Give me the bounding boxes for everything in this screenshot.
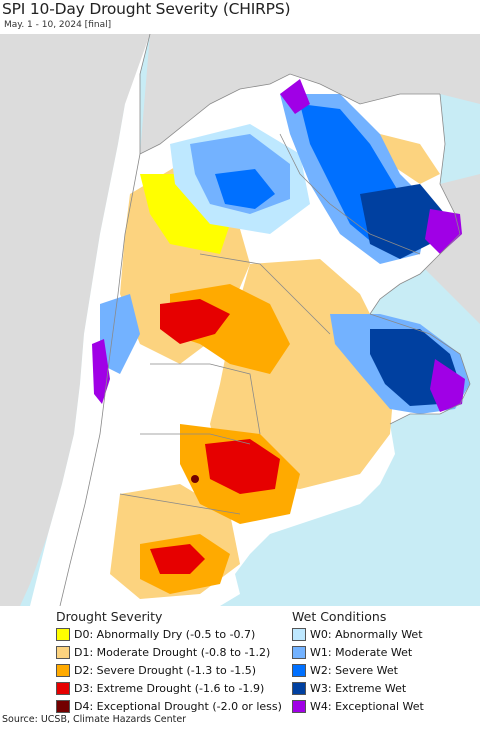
map-subtitle: May. 1 - 10, 2024 [final] (4, 20, 112, 30)
legend-d4: D4: Exceptional Drought (-2.0 or less) (56, 698, 282, 714)
legend-label: W2: Severe Wet (310, 663, 398, 677)
legend-w4: W4: Exceptional Wet (292, 698, 424, 714)
legend-swatch (292, 681, 306, 695)
legend-label: D0: Abnormally Dry (-0.5 to -0.7) (74, 627, 256, 641)
w4-bolivia (280, 79, 310, 114)
legend-label: W0: Abnormally Wet (310, 627, 423, 641)
d3-patagonia (150, 544, 205, 574)
legend-label: D1: Moderate Drought (-0.8 to -1.2) (74, 645, 271, 659)
legend-w1: W1: Moderate Wet (292, 644, 412, 660)
wet-legend-heading: Wet Conditions (292, 609, 387, 624)
d1-north-paraguay (380, 134, 440, 184)
legend-swatch (292, 663, 306, 677)
legend-w3: W3: Extreme Wet (292, 680, 406, 696)
legend-swatch (56, 645, 70, 659)
d3-south (205, 439, 280, 494)
legend-swatch (56, 681, 70, 695)
legend-swatch (56, 663, 70, 677)
w4-paraguay-east (425, 209, 462, 254)
d0-north (140, 174, 230, 254)
country-borders (59, 34, 471, 606)
source-credit: Source: UCSB, Climate Hazards Center (2, 714, 187, 725)
legend-d2: D2: Severe Drought (-1.3 to -1.5) (56, 662, 256, 678)
legend-label: D2: Severe Drought (-1.3 to -1.5) (74, 663, 257, 677)
legend-d1: D1: Moderate Drought (-0.8 to -1.2) (56, 644, 270, 660)
legend-d0: D0: Abnormally Dry (-0.5 to -0.7) (56, 626, 255, 642)
legend-swatch (292, 627, 306, 641)
legend-swatch (292, 645, 306, 659)
legend-w0: W0: Abnormally Wet (292, 626, 423, 642)
legend-d3: D3: Extreme Drought (-1.6 to -1.9) (56, 680, 264, 696)
land-outside-west (0, 34, 150, 606)
drought-map (0, 34, 480, 606)
legend-label: D3: Extreme Drought (-1.6 to -1.9) (74, 681, 265, 695)
map-title: SPI 10-Day Drought Severity (CHIRPS) (2, 0, 291, 18)
d4-spot (191, 475, 199, 483)
legend-label: W4: Exceptional Wet (310, 699, 424, 713)
w4-uruguay (430, 359, 465, 412)
legend-label: D4: Exceptional Drought (-2.0 or less) (74, 699, 282, 713)
drought-legend-heading: Drought Severity (56, 609, 163, 624)
legend-swatch (56, 699, 70, 713)
d3-central (160, 299, 230, 344)
land-outside-north (140, 34, 480, 154)
legend-swatch (292, 699, 306, 713)
legend-label: W3: Extreme Wet (310, 681, 407, 695)
legend-label: W1: Moderate Wet (310, 645, 413, 659)
legend-w2: W2: Severe Wet (292, 662, 398, 678)
w3-paraguay-east (360, 184, 445, 259)
legend-swatch (56, 627, 70, 641)
w2-north (215, 169, 275, 209)
